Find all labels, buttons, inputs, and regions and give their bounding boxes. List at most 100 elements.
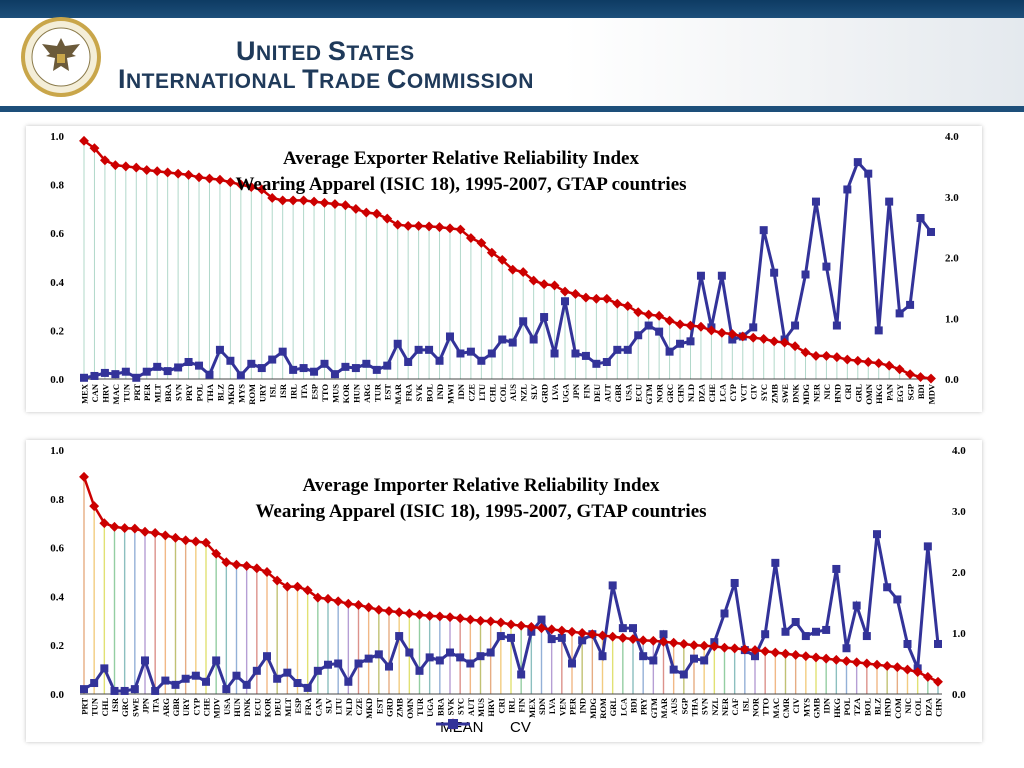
cv-point	[120, 686, 129, 695]
mean-point	[556, 625, 567, 636]
mean-point	[79, 135, 89, 146]
header-top-band	[0, 0, 1024, 18]
mean-point	[769, 336, 780, 347]
category-label: GRL	[608, 698, 618, 717]
cv-point	[364, 654, 373, 663]
category-label: CYP	[191, 698, 201, 715]
category-label: IDN	[822, 697, 832, 713]
mean-point	[821, 653, 832, 664]
mean-point	[905, 369, 916, 380]
mean-point	[643, 309, 654, 320]
category-label: UGA	[561, 383, 571, 403]
cv-point	[121, 367, 130, 376]
cv-point	[791, 321, 800, 330]
cv-point	[334, 659, 343, 668]
cv-point	[293, 679, 302, 688]
left-axis-tick-label: 0.8	[50, 180, 64, 192]
mean-series-line	[83, 139, 932, 380]
cv-point	[415, 666, 424, 675]
mean-point	[811, 350, 821, 361]
cv-point	[310, 367, 319, 376]
mean-point	[800, 347, 811, 358]
mean-point	[770, 647, 781, 658]
mean-point	[872, 659, 882, 670]
mean-point	[201, 537, 211, 548]
mean-point	[779, 337, 790, 348]
cv-point	[142, 367, 151, 376]
category-label: MDV	[212, 697, 222, 718]
cv-point	[696, 271, 705, 280]
category-label: MEX	[80, 383, 90, 404]
mean-point	[486, 247, 497, 258]
mean-point	[371, 208, 382, 219]
category-label: ZMB	[770, 384, 780, 404]
mean-point	[183, 169, 194, 180]
category-label: MAC	[111, 384, 121, 404]
category-label: FRA	[404, 383, 414, 401]
mean-point	[414, 609, 425, 620]
category-label: GRD	[385, 698, 395, 717]
cv-point	[330, 370, 339, 379]
cv-point	[247, 359, 256, 368]
mean-point	[190, 536, 201, 547]
cv-point	[496, 632, 505, 641]
mean-point	[251, 563, 262, 574]
mean-point	[831, 654, 842, 665]
mean-point	[560, 286, 570, 297]
category-label: TUR	[415, 697, 425, 716]
category-label: CHN	[934, 697, 944, 717]
mean-point	[120, 161, 131, 172]
cv-point	[507, 633, 515, 642]
mean-point	[790, 341, 801, 352]
mean-point	[214, 174, 225, 185]
cv-point	[90, 679, 99, 688]
mean-point	[933, 676, 943, 687]
category-label: LVA	[547, 697, 557, 714]
mean-point	[780, 648, 791, 659]
category-label: VCT	[738, 384, 748, 402]
cv-point	[132, 373, 141, 382]
mean-point	[340, 200, 351, 211]
category-label: FIN	[581, 383, 591, 399]
mean-point	[319, 197, 330, 208]
cv-point	[659, 630, 668, 639]
category-label: CHN	[676, 383, 686, 403]
mean-point	[445, 612, 455, 623]
mean-point	[150, 528, 161, 538]
category-label: LVA	[550, 383, 560, 400]
cv-series-line	[83, 159, 933, 380]
category-label: VEN	[557, 697, 567, 716]
category-label: ROM	[247, 384, 257, 405]
mean-point	[926, 373, 936, 384]
cv-point	[205, 370, 214, 379]
mean-point	[363, 602, 374, 613]
mean-point	[353, 599, 364, 610]
cv-point	[110, 686, 119, 695]
mean-point	[129, 523, 140, 534]
cv-point	[141, 656, 149, 665]
mean-point	[633, 307, 644, 318]
category-label: URY	[181, 698, 191, 716]
category-label: HND	[883, 698, 893, 717]
mean-point	[607, 631, 618, 642]
cv-point	[425, 345, 434, 354]
mean-point	[648, 635, 659, 646]
category-label: SYC	[759, 384, 769, 401]
cv-point	[242, 680, 251, 689]
cv-point	[781, 627, 790, 636]
mean-point	[912, 667, 923, 677]
mean-point	[748, 332, 759, 343]
cv-point	[222, 685, 231, 694]
category-label: ARG	[161, 698, 171, 717]
cv-point	[191, 671, 200, 680]
category-label: THA	[690, 697, 700, 716]
mean-point	[580, 292, 591, 303]
cv-point	[519, 317, 528, 326]
cv-point	[550, 349, 559, 358]
category-label: PRY	[184, 384, 194, 401]
cv-point	[895, 309, 904, 318]
cv-point	[405, 648, 414, 657]
category-label: CZE	[354, 698, 364, 716]
category-label: TTO	[320, 384, 330, 402]
mean-point	[719, 642, 730, 653]
